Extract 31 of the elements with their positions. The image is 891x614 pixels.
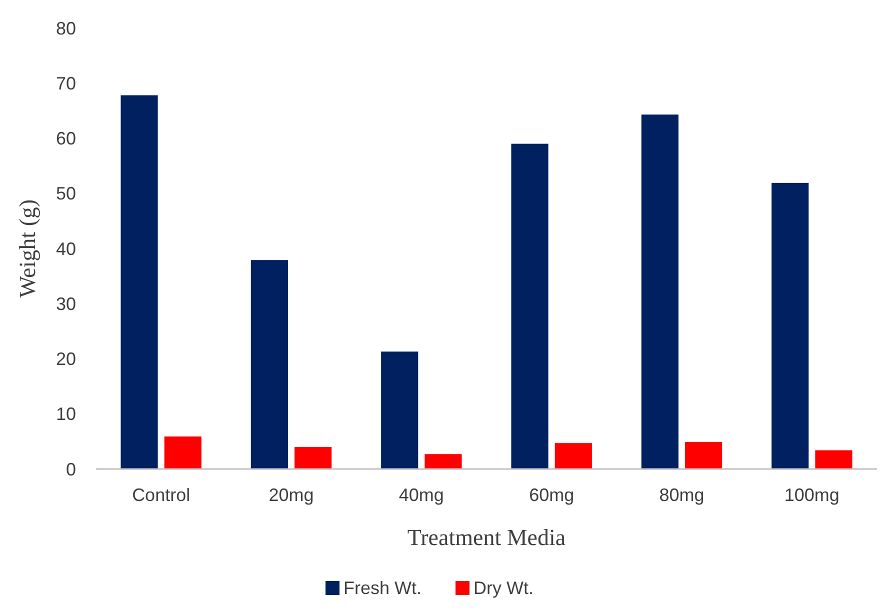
x-tick-label: 40mg xyxy=(398,485,444,505)
y-tick-label: 60 xyxy=(56,128,76,149)
x-tick-label: 60mg xyxy=(529,485,574,505)
y-tick-label: 10 xyxy=(56,404,76,424)
bar xyxy=(511,144,548,469)
y-tick-label: 50 xyxy=(56,184,76,204)
y-tick-label: 20 xyxy=(56,349,76,370)
x-tick-label: 20mg xyxy=(268,485,314,505)
bar xyxy=(815,450,852,469)
bar xyxy=(554,443,592,469)
y-tick-label: 0 xyxy=(66,459,76,480)
legend-label: Fresh Wt. xyxy=(344,578,422,598)
x-tick-label: Control xyxy=(132,485,190,505)
y-tick-label: 70 xyxy=(56,73,76,94)
y-tick-label: 30 xyxy=(56,294,76,314)
bar xyxy=(424,454,462,469)
bar xyxy=(294,446,332,469)
legend-label: Dry Wt. xyxy=(474,578,534,598)
y-tick-label: 40 xyxy=(56,238,76,259)
bar xyxy=(772,182,809,469)
x-axis-title: Treatment Media xyxy=(407,525,566,550)
bar xyxy=(641,114,678,469)
x-tick-label: 80mg xyxy=(659,485,704,505)
x-tick-label: 100mg xyxy=(784,485,840,505)
y-tick-label: 80 xyxy=(56,18,76,38)
y-axis-title: Weight (g) xyxy=(15,199,40,298)
bar xyxy=(381,352,418,469)
bar xyxy=(120,95,158,469)
bar xyxy=(685,442,722,469)
bar xyxy=(250,260,288,469)
bar xyxy=(164,436,202,469)
